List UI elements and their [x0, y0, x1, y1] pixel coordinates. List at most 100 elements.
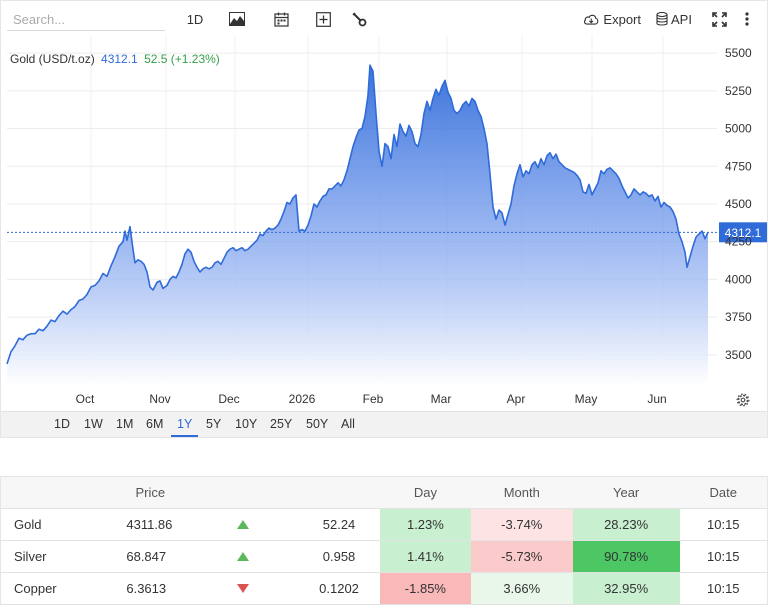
cell-change: 0.1202 [298, 572, 380, 605]
legend-price: 4312.1 [101, 52, 138, 66]
x-tick-label: Oct [76, 392, 95, 406]
cell-price: 68.847 [112, 540, 189, 573]
x-tick-label: Dec [218, 392, 239, 406]
y-tick-label: 3500 [725, 348, 752, 362]
y-tick-label: 4750 [725, 159, 752, 173]
cell-month: 3.66% [470, 572, 573, 605]
header-day: Day [379, 476, 471, 509]
add-indicator-icon [315, 11, 331, 27]
up-arrow-icon [237, 520, 250, 529]
interval-button[interactable]: 1D [185, 7, 205, 31]
legend-name: Gold (USD/t.oz) [10, 52, 95, 66]
last-value-badge [719, 222, 767, 243]
cell-month: -3.74% [470, 508, 573, 541]
header-month: Month [470, 476, 573, 509]
cell-day: -1.85% [379, 572, 471, 605]
series-line [6, 64, 709, 365]
cell-year: 90.78% [572, 540, 680, 573]
x-tick-label: Apr [507, 392, 526, 406]
cell-name[interactable]: Gold [0, 508, 113, 541]
cell-year: 32.95% [572, 572, 680, 605]
range-button-all[interactable]: All [341, 417, 355, 431]
cell-date: 10:15 [679, 572, 768, 605]
header-change [298, 476, 380, 509]
api-button[interactable]: API [656, 7, 696, 31]
range-selector: 1D 1W 1M 6M 1Y 5Y 10Y 25Y 50Y All [1, 411, 767, 437]
range-button-1m[interactable]: 1M [116, 417, 134, 431]
y-tick-label: 5500 [725, 46, 752, 60]
x-tick-label: Nov [149, 392, 170, 406]
cell-change: 52.24 [298, 508, 380, 541]
range-button-25y[interactable]: 25Y [270, 417, 293, 431]
fullscreen-icon [711, 11, 727, 27]
export-label: Export [603, 11, 641, 27]
header-year: Year [572, 476, 680, 509]
gear-icon[interactable] [736, 393, 750, 407]
quote-table: Price Day Month Year Date Gold 4311.86 52.… [0, 476, 768, 605]
cell-year: 28.23% [572, 508, 680, 541]
more-button[interactable] [742, 7, 752, 31]
y-tick-label: 4500 [725, 197, 752, 211]
header-arrow [188, 476, 299, 509]
x-tick-label: Jun [647, 392, 666, 406]
cell-direction [188, 508, 299, 541]
table-header: Price Day Month Year Date [0, 476, 768, 509]
price-chart[interactable]: 4312.1 3500 3750 4000 4250 4500 4750 5000 5250 55… [1, 35, 767, 411]
cell-day: 1.41% [379, 540, 471, 573]
cell-date: 10:15 [679, 540, 768, 573]
cell-name[interactable]: Copper [0, 572, 113, 605]
down-arrow-icon [237, 584, 250, 593]
cell-direction [188, 572, 299, 605]
calendar-button[interactable] [271, 7, 291, 31]
x-tick-label: Mar [431, 392, 452, 406]
cloud-download-icon [583, 14, 599, 25]
api-label: API [671, 11, 692, 27]
range-button-5y[interactable]: 5Y [206, 417, 222, 431]
y-tick-label: 4250 [725, 235, 752, 249]
add-indicator-button[interactable] [313, 7, 333, 31]
x-tick-label: May [575, 392, 598, 406]
range-button-6m[interactable]: 6M [146, 417, 164, 431]
more-vertical-icon [745, 12, 749, 26]
chart-type-icon [229, 12, 245, 26]
range-button-1w[interactable]: 1W [84, 417, 103, 431]
up-arrow-icon [237, 552, 250, 561]
table-row[interactable]: Copper 6.3613 0.1202 -1.85% 3.66% 32.95% 10:15 [0, 572, 768, 605]
x-tick-label: Feb [363, 392, 384, 406]
cell-price: 4311.86 [112, 508, 189, 541]
chart-type-button[interactable] [227, 7, 247, 31]
range-button-1y[interactable]: 1Y [177, 417, 193, 431]
legend-change: 52.5 (+1.23%) [144, 52, 220, 66]
chart-toolbar: 1D [1, 1, 767, 37]
cell-name[interactable]: Silver [0, 540, 113, 573]
header-price: Price [112, 476, 189, 509]
calendar-icon [273, 12, 289, 27]
chart-widget: 1D [0, 0, 768, 438]
chart-legend: Gold (USD/t.oz) 4312.1 52.5 (+1.23%) [10, 52, 220, 66]
fullscreen-button[interactable] [710, 7, 728, 31]
range-button-10y[interactable]: 10Y [235, 417, 258, 431]
export-button[interactable]: Export [583, 7, 641, 31]
series-area [7, 65, 708, 385]
last-value-label: 4312.1 [725, 226, 762, 240]
cell-change: 0.958 [298, 540, 380, 573]
cell-price: 6.3613 [112, 572, 189, 605]
cell-day: 1.23% [379, 508, 471, 541]
header-name [0, 476, 113, 509]
interval-label: 1D [186, 11, 204, 27]
search-input[interactable] [7, 9, 165, 31]
tools-button[interactable] [349, 7, 369, 31]
table-row[interactable]: Gold 4311.86 52.24 1.23% -3.74% 28.23% 10:15 [0, 508, 768, 541]
wrench-icon [351, 11, 366, 26]
table-row[interactable]: Silver 68.847 0.958 1.41% -5.73% 90.78% 10:15 [0, 540, 768, 573]
active-range-indicator [171, 435, 198, 437]
range-button-1d[interactable]: 1D [54, 417, 70, 431]
y-tick-label: 3750 [725, 310, 752, 324]
x-tick-label: 2026 [289, 392, 316, 406]
range-button-50y[interactable]: 50Y [306, 417, 329, 431]
database-icon [656, 12, 668, 26]
y-tick-label: 5250 [725, 84, 752, 98]
cell-direction [188, 540, 299, 573]
header-date: Date [679, 476, 768, 509]
y-tick-label: 4000 [725, 272, 752, 286]
